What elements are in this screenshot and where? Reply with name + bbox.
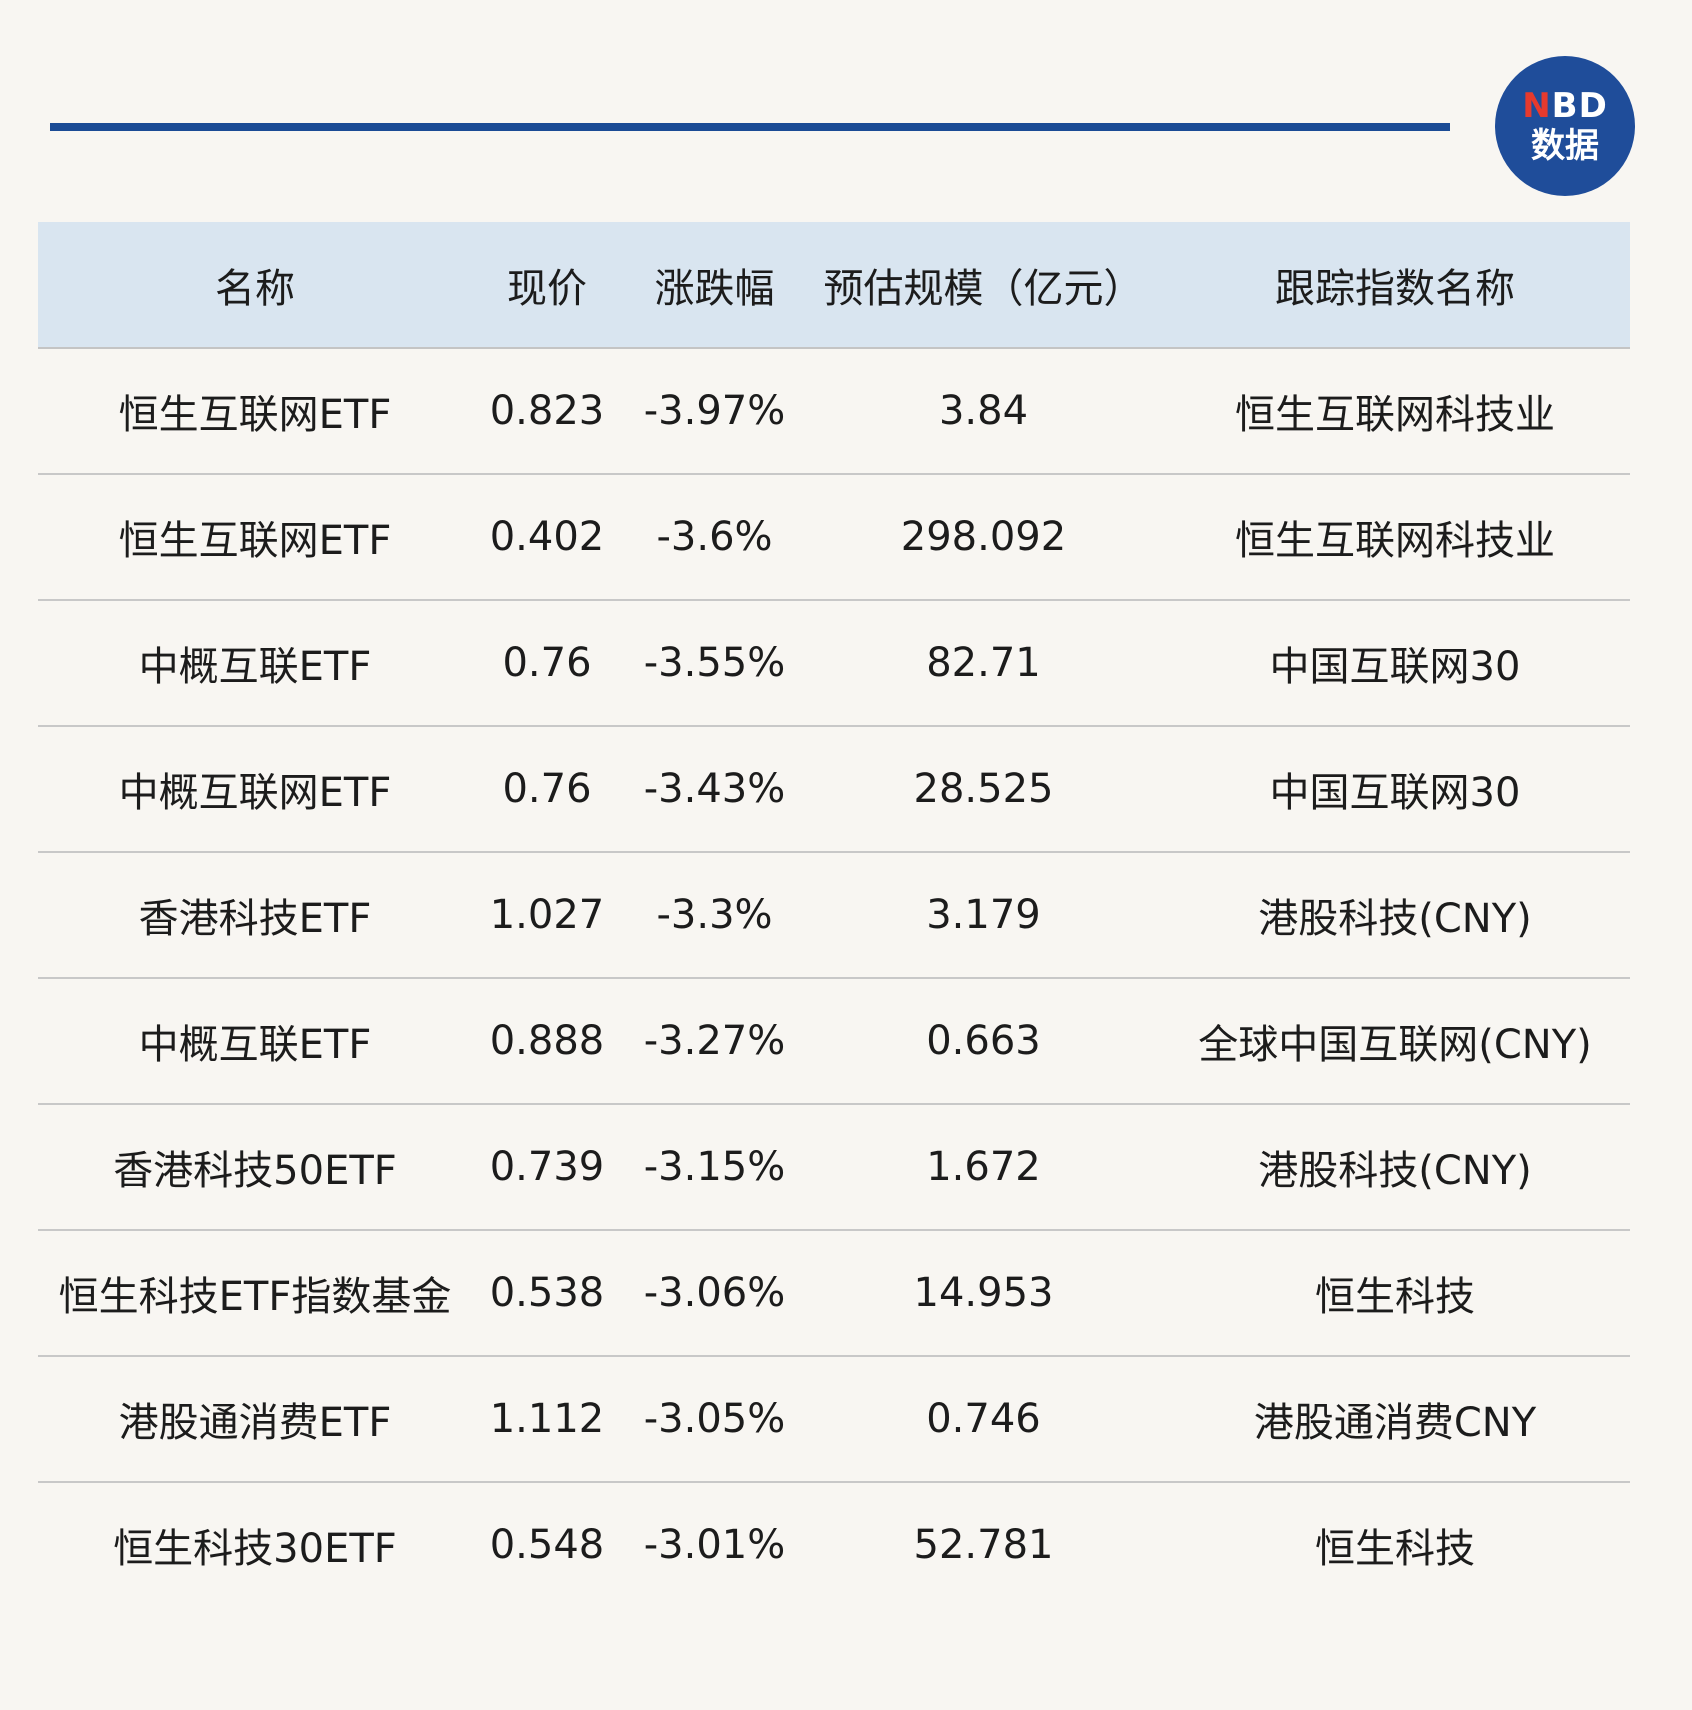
cell-price: 0.548	[489, 1522, 605, 1568]
cell-price: 0.823	[489, 388, 605, 434]
cell-index: 全球中国互联网(CNY)	[1198, 1022, 1592, 1068]
header-change: 涨跌幅	[654, 265, 775, 312]
cell-price: 0.402	[489, 514, 605, 560]
cell-change: -3.05%	[643, 1396, 786, 1442]
cell-price: 0.739	[489, 1144, 605, 1190]
cell-price: 1.027	[489, 892, 605, 938]
cell-index: 恒生科技	[1315, 1526, 1475, 1572]
table-row: 恒生互联网ETF 0.402 -3.6% 298.092 恒生互联网科技业	[38, 475, 1630, 601]
cell-index: 恒生互联网科技业	[1235, 518, 1555, 564]
logo-text-bottom: 数据	[1531, 126, 1599, 166]
cell-change: -3.27%	[643, 1018, 786, 1064]
header-price: 现价	[507, 265, 587, 312]
cell-change: -3.06%	[643, 1270, 786, 1316]
top-rule	[50, 123, 1450, 131]
cell-index: 中国互联网30	[1269, 770, 1521, 816]
cell-price: 1.112	[489, 1396, 605, 1442]
table-header: 名称 现价 涨跌幅 预估规模（亿元） 跟踪指数名称	[38, 222, 1630, 349]
cell-price: 0.888	[489, 1018, 605, 1064]
cell-change: -3.6%	[656, 514, 773, 560]
table-row: 中概互联ETF 0.888 -3.27% 0.663 全球中国互联网(CNY)	[38, 979, 1630, 1105]
cell-index: 港股科技(CNY)	[1258, 896, 1532, 942]
cell-name: 恒生互联网ETF	[118, 392, 392, 438]
cell-price: 0.538	[489, 1270, 605, 1316]
cell-change: -3.15%	[643, 1144, 786, 1190]
cell-scale: 3.179	[926, 892, 1041, 938]
cell-scale: 0.663	[926, 1018, 1041, 1064]
header-index: 跟踪指数名称	[1275, 265, 1515, 312]
table-row: 中概互联网ETF 0.76 -3.43% 28.525 中国互联网30	[38, 727, 1630, 853]
logo-text-top: NBD	[1522, 89, 1608, 123]
cell-scale: 14.953	[913, 1270, 1054, 1316]
table-row: 中概互联ETF 0.76 -3.55% 82.71 中国互联网30	[38, 601, 1630, 727]
cell-scale: 298.092	[900, 514, 1067, 560]
table-row: 香港科技ETF 1.027 -3.3% 3.179 港股科技(CNY)	[38, 853, 1630, 979]
cell-scale: 82.71	[926, 640, 1041, 686]
cell-change: -3.97%	[643, 388, 786, 434]
cell-index: 中国互联网30	[1269, 644, 1521, 690]
cell-name: 中概互联网ETF	[118, 770, 392, 816]
table-row: 恒生科技30ETF 0.548 -3.01% 52.781 恒生科技	[38, 1483, 1630, 1607]
cell-name: 香港科技ETF	[138, 896, 372, 942]
cell-scale: 3.84	[938, 388, 1029, 434]
cell-scale: 1.672	[926, 1144, 1041, 1190]
table-row: 港股通消费ETF 1.112 -3.05% 0.746 港股通消费CNY	[38, 1357, 1630, 1483]
cell-index: 港股科技(CNY)	[1258, 1148, 1532, 1194]
cell-scale: 0.746	[926, 1396, 1041, 1442]
table-row: 恒生科技ETF指数基金 0.538 -3.06% 14.953 恒生科技	[38, 1231, 1630, 1357]
header-name: 名称	[215, 265, 295, 312]
cell-change: -3.55%	[643, 640, 786, 686]
cell-price: 0.76	[502, 640, 592, 686]
logo-letter-n: N	[1522, 86, 1552, 126]
etf-table: 名称 现价 涨跌幅 预估规模（亿元） 跟踪指数名称 恒生互联网ETF 0.823-…	[38, 222, 1630, 1607]
header-scale: 预估规模（亿元）	[823, 265, 1144, 312]
cell-name: 中概互联ETF	[138, 1022, 372, 1068]
cell-index: 港股通消费CNY	[1253, 1400, 1537, 1446]
cell-change: -3.43%	[643, 766, 786, 812]
cell-price: 0.76	[502, 766, 592, 812]
table-row: 恒生互联网ETF 0.823 -3.97% 3.84 恒生互联网科技业	[38, 349, 1630, 475]
cell-change: -3.3%	[656, 892, 773, 938]
cell-name: 中概互联ETF	[138, 644, 372, 690]
cell-change: -3.01%	[643, 1522, 786, 1568]
cell-name: 恒生科技ETF指数基金	[58, 1274, 452, 1320]
cell-scale: 52.781	[913, 1522, 1054, 1568]
table-row: 香港科技50ETF 0.739 -3.15% 1.672 港股科技(CNY)	[38, 1105, 1630, 1231]
cell-name: 港股通消费ETF	[118, 1400, 392, 1446]
cell-index: 恒生科技	[1315, 1274, 1475, 1320]
table-body: 恒生互联网ETF 0.823 -3.97% 3.84 恒生互联网科技业 恒生互联网ETF 0…	[38, 349, 1630, 1607]
cell-index: 恒生互联网科技业	[1235, 392, 1555, 438]
logo-letters-bd: BD	[1551, 86, 1608, 126]
cell-scale: 28.525	[913, 766, 1054, 812]
cell-name: 香港科技50ETF	[113, 1148, 397, 1194]
cell-name: 恒生科技30ETF	[113, 1526, 397, 1572]
nbd-logo: NBD 数据	[1495, 56, 1635, 196]
cell-name: 恒生互联网ETF	[118, 518, 392, 564]
